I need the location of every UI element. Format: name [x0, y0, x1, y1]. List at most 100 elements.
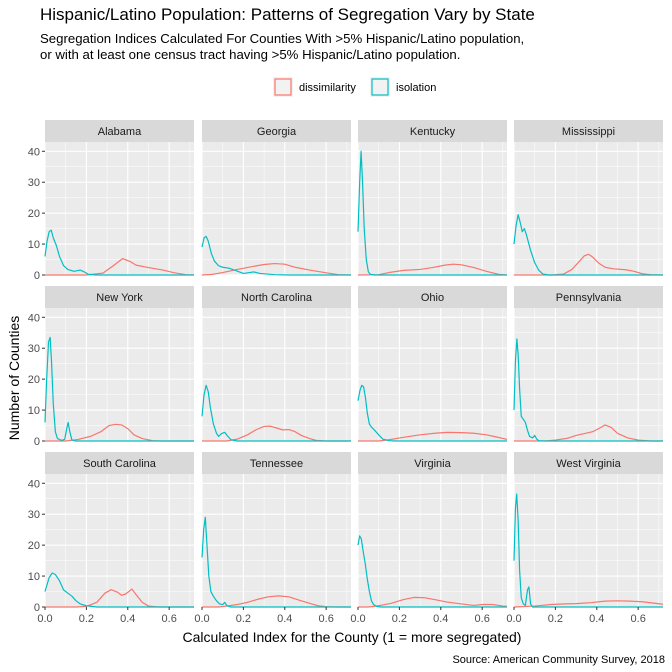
- facet-label-tennessee: Tennessee: [250, 458, 303, 470]
- y-tick-label: 40: [28, 478, 40, 490]
- series-line-dissimilarity-kentucky: [357, 263, 508, 276]
- facet-strip-kentucky: [358, 120, 507, 142]
- facet-label-pennsylvania: Pennsylvania: [556, 292, 622, 304]
- x-axis-title: Calculated Index for the County (1 = mor…: [183, 629, 522, 645]
- panel-bg-north-carolina: [202, 308, 351, 441]
- y-tick-label: 0: [34, 602, 40, 614]
- x-tick-label: 0.4: [120, 613, 135, 625]
- chart-subtitle: Segregation Indices Calculated For Count…: [40, 31, 524, 63]
- x-tick-label: 0.4: [277, 613, 292, 625]
- series-line-isolation-pennsylvania: [513, 338, 663, 442]
- series-line-isolation-virginia: [357, 535, 507, 608]
- series-line-isolation-tennessee: [201, 516, 351, 608]
- x-tick-label: 0.2: [236, 613, 251, 625]
- facet-label-north-carolina: North Carolina: [241, 292, 313, 304]
- facet-label-new-york: New York: [96, 292, 143, 304]
- facet-strip-new-york: [45, 286, 194, 308]
- series-line-dissimilarity-mississippi: [514, 253, 664, 276]
- y-tick-label: 10: [28, 571, 40, 583]
- facet-strip-north-carolina: [202, 286, 351, 308]
- facet-strip-tennessee: [202, 452, 351, 474]
- facet-label-west-virginia: West Virginia: [556, 458, 621, 470]
- facet-strip-virginia: [358, 452, 507, 474]
- chart-title: Hispanic/Latino Population: Patterns of …: [40, 5, 535, 24]
- y-tick-label: 40: [28, 146, 40, 158]
- panel-bg-pennsylvania: [514, 308, 663, 441]
- series-line-dissimilarity-west-virginia: [513, 600, 664, 608]
- x-tick-label: 0.2: [392, 613, 407, 625]
- x-tick-label: 0.0: [350, 613, 365, 625]
- x-tick-label: 0.6: [631, 613, 646, 625]
- facet-label-ohio: Ohio: [421, 292, 444, 304]
- series-line-dissimilarity-tennessee: [202, 595, 351, 608]
- facet-strip-ohio: [358, 286, 507, 308]
- panel-bg-alabama: [45, 142, 194, 275]
- y-tick-label: 40: [28, 312, 40, 324]
- x-tick-label: 0.4: [589, 613, 604, 625]
- panel-bg-georgia: [202, 142, 351, 275]
- series-line-dissimilarity-north-carolina: [202, 425, 351, 442]
- series-line-isolation-mississippi: [513, 214, 663, 276]
- y-tick-label: 10: [28, 239, 40, 251]
- subtitle-line-2: or with at least one census tract having…: [40, 47, 461, 62]
- y-tick-label: 30: [28, 509, 40, 521]
- facet-strip-south-carolina: [45, 452, 194, 474]
- x-tick-label: 0.0: [37, 613, 52, 625]
- facet-label-south-carolina: South Carolina: [83, 458, 157, 470]
- y-tick-label: 10: [28, 405, 40, 417]
- y-tick-label: 0: [34, 270, 40, 282]
- panel-bg-new-york: [45, 308, 194, 441]
- panel-bg-west-virginia: [514, 474, 663, 607]
- y-tick-label: 20: [28, 374, 40, 386]
- y-tick-label: 30: [28, 177, 40, 189]
- x-tick-label: 0.0: [194, 613, 209, 625]
- facet-label-mississippi: Mississippi: [562, 126, 615, 138]
- series-line-isolation-georgia: [201, 235, 351, 276]
- legend-label-isolation: isolation: [396, 82, 436, 94]
- series-line-isolation-ohio: [357, 384, 507, 442]
- panel-bg-kentucky: [358, 142, 507, 275]
- panel-bg-virginia: [358, 474, 507, 607]
- facet-strip-mississippi: [514, 120, 663, 142]
- facet-strip-alabama: [45, 120, 194, 142]
- series-line-dissimilarity-georgia: [201, 262, 352, 276]
- facet-label-georgia: Georgia: [257, 126, 297, 138]
- series-line-isolation-new-york: [44, 336, 194, 442]
- legend-key-bg-isolation: [370, 77, 390, 97]
- facet-strip-pennsylvania: [514, 286, 663, 308]
- series-line-dissimilarity-pennsylvania: [514, 424, 663, 442]
- panel-bg-tennessee: [202, 474, 351, 607]
- facet-strip-georgia: [202, 120, 351, 142]
- legend-key-isolation: [371, 78, 389, 96]
- series-line-isolation-kentucky: [357, 150, 507, 276]
- x-tick-label: 0.6: [162, 613, 177, 625]
- legend-label-dissimilarity: dissimilarity: [299, 82, 356, 94]
- series-line-isolation-west-virginia: [513, 493, 663, 608]
- facet-label-kentucky: Kentucky: [410, 126, 456, 138]
- facet-label-alabama: Alabama: [98, 126, 142, 138]
- panel-bg-ohio: [358, 308, 507, 441]
- source-caption: Source: American Community Survey, 2018: [452, 654, 665, 666]
- facet-strip-west-virginia: [514, 452, 663, 474]
- facet-label-virginia: Virginia: [414, 458, 451, 470]
- legend-key-bg-dissimilarity: [273, 77, 293, 97]
- x-tick-label: 0.4: [433, 613, 448, 625]
- series-line-dissimilarity-new-york: [45, 423, 194, 442]
- y-tick-label: 0: [34, 436, 40, 448]
- x-tick-label: 0.0: [506, 613, 521, 625]
- y-tick-label: 20: [28, 208, 40, 220]
- y-axis-title: Number of Counties: [6, 316, 22, 441]
- x-tick-label: 0.2: [79, 613, 94, 625]
- series-line-dissimilarity-virginia: [358, 596, 508, 608]
- x-tick-label: 0.6: [319, 613, 334, 625]
- series-line-dissimilarity-south-carolina: [45, 588, 194, 608]
- y-tick-label: 30: [28, 343, 40, 355]
- x-tick-label: 0.2: [548, 613, 563, 625]
- legend-key-dissimilarity: [274, 78, 292, 96]
- subtitle-line-1: Segregation Indices Calculated For Count…: [40, 31, 525, 46]
- y-tick-label: 20: [28, 540, 40, 552]
- series-line-isolation-south-carolina: [44, 572, 194, 608]
- series-line-dissimilarity-alabama: [45, 258, 195, 276]
- panel-bg-mississippi: [514, 142, 663, 275]
